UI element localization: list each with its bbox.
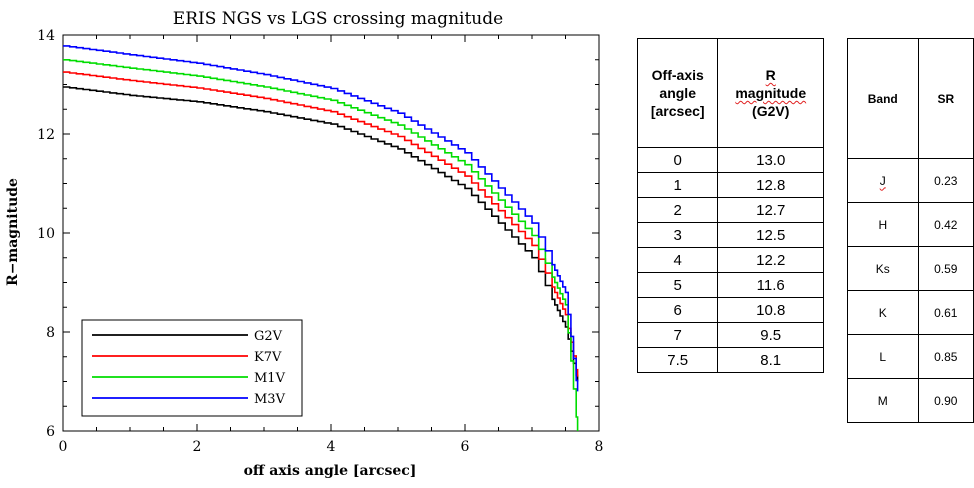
table-cell: J [847, 158, 919, 203]
x-tick-label: 4 [327, 439, 336, 455]
table-cell: L [847, 334, 919, 379]
table-row: 4 12.2 [636, 247, 824, 273]
table-row: 7 9.5 [636, 322, 824, 348]
table-cell: 3 [636, 222, 719, 248]
table-row: 3 12.5 [636, 222, 824, 248]
y-tick-label: 14 [37, 28, 55, 44]
strehl-ratio-table: Band SR J 0.23 H 0.42 Ks 0.59 K 0.61 L 0.85 M 0.90 [847, 38, 974, 423]
table-cell: Ks [847, 246, 919, 291]
table-cell: M [847, 378, 919, 423]
table-cell: 4 [636, 247, 719, 273]
table-cell: 0.42 [917, 202, 974, 247]
table-cell: H [847, 202, 919, 247]
header-off-axis-angle: Off-axis angle [arcsec] [636, 38, 719, 148]
table-cell: 7.5 [636, 347, 719, 373]
legend-box [81, 319, 303, 417]
x-tick-label: 8 [595, 439, 604, 455]
table-row: H 0.42 [847, 202, 974, 247]
table-cell: 0.90 [917, 378, 974, 423]
header-line: angle [659, 85, 696, 101]
y-tick-label: 12 [37, 127, 55, 143]
legend-label: M1V [254, 371, 286, 386]
table-cell: 0.61 [917, 290, 974, 335]
header-band: Band [847, 38, 919, 159]
table-row: J 0.23 [847, 158, 974, 203]
table-cell: 8.1 [717, 347, 824, 373]
legend-label: G2V [254, 329, 283, 344]
header-line: (G2V) [752, 103, 790, 119]
legend-label: K7V [254, 350, 282, 365]
table-cell: 1 [636, 172, 719, 198]
table-row: 6 10.8 [636, 297, 824, 323]
table-cell: 9.5 [717, 322, 824, 348]
y-tick-label: 6 [46, 424, 55, 440]
legend: G2V K7V M1V M3V [81, 319, 303, 417]
table-cell: 2 [636, 197, 719, 223]
header-line: Off-axis [651, 67, 704, 83]
header-line: R [765, 67, 776, 83]
table-cell: 5 [636, 272, 719, 298]
header-r-magnitude: R magnitude (G2V) [717, 38, 824, 148]
table-cell: K [847, 290, 919, 335]
table-cell: 7 [636, 322, 719, 348]
table-row: 0 13.0 [636, 147, 824, 173]
table-cell: 12.8 [717, 172, 824, 198]
series-line-k7v [63, 71, 579, 377]
x-axis-label: off axis angle [arcsec] [244, 463, 417, 479]
legend-label: M3V [254, 392, 286, 407]
y-tick-label: 10 [37, 226, 55, 242]
table-row: 7.5 8.1 [636, 347, 824, 373]
table-cell: 10.8 [717, 297, 824, 323]
header-line: [arcsec] [650, 103, 705, 119]
axis-ticks: 0 2 4 6 8 6 8 10 12 14 [37, 28, 603, 455]
x-tick-label: 2 [193, 439, 202, 455]
table-cell: 0.85 [917, 334, 974, 379]
table-cell: 6 [636, 297, 719, 323]
table-row: Ks 0.59 [847, 246, 974, 291]
table-row: 2 12.7 [636, 197, 824, 223]
x-tick-label: 6 [461, 439, 470, 455]
table-row: M 0.90 [847, 378, 974, 423]
table-cell: 13.0 [717, 147, 824, 173]
magnitude-table-body: 0 13.0 1 12.8 2 12.7 3 12.5 4 12.2 5 11.6 6 10.8 7 9.5 7… [636, 147, 824, 373]
x-tick-label: 0 [59, 439, 68, 455]
table-cell: 11.6 [717, 272, 824, 298]
series-line-m1v [63, 59, 579, 431]
table-row: 1 12.8 [636, 172, 824, 198]
table-cell: 0.23 [917, 158, 974, 203]
table-cell: 12.7 [717, 197, 824, 223]
header-line: magnitude [735, 85, 807, 101]
series-line-g2v [63, 86, 579, 382]
table-cell: 0 [636, 147, 719, 173]
series-lines [63, 45, 579, 431]
table-cell: 0.59 [917, 246, 974, 291]
table-cell: 12.5 [717, 222, 824, 248]
line-chart: ERIS NGS vs LGS crossing magnitude 0 2 4 6 8… [5, 9, 603, 479]
y-axis-label: R−magnitude [5, 178, 21, 286]
table-row: 5 11.6 [636, 272, 824, 298]
header-sr: SR [917, 38, 974, 159]
table-row: K 0.61 [847, 290, 974, 335]
strehl-ratio-table-body: J 0.23 H 0.42 Ks 0.59 K 0.61 L 0.85 M 0.90 [847, 158, 974, 423]
y-tick-label: 8 [46, 325, 55, 341]
series-line-m3v [63, 45, 579, 392]
table-cell: 12.2 [717, 247, 824, 273]
magnitude-table: Off-axis angle [arcsec] R magnitude (G2V… [636, 38, 824, 373]
chart-title: ERIS NGS vs LGS crossing magnitude [173, 9, 503, 29]
table-row: L 0.85 [847, 334, 974, 379]
